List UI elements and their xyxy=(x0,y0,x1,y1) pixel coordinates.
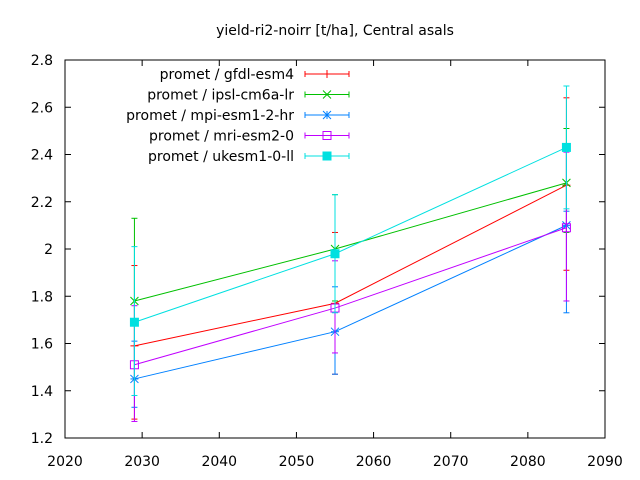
x-tick-label: 2050 xyxy=(279,454,315,470)
legend-entry: promet / ukesm1-0-ll xyxy=(148,149,350,165)
legend-label: promet / ipsl-cm6a-lr xyxy=(147,88,294,104)
y-tick-label: 1.6 xyxy=(31,337,53,353)
x-tick-label: 2030 xyxy=(124,454,160,470)
legend-marker xyxy=(322,151,332,161)
y-tick-label: 1.8 xyxy=(31,289,53,305)
y-tick-label: 2.6 xyxy=(31,100,53,116)
series-3 xyxy=(129,151,571,422)
series-0 xyxy=(130,97,571,420)
y-tick-label: 2 xyxy=(44,242,53,258)
legend-label: promet / mri-esm2-0 xyxy=(149,129,294,145)
legend-label: promet / gfdl-esm4 xyxy=(160,67,294,83)
legend-marker xyxy=(322,110,332,120)
legend-entry: promet / mri-esm2-0 xyxy=(149,129,350,145)
data-point xyxy=(330,249,340,259)
legend-label: promet / ukesm1-0-ll xyxy=(148,149,294,165)
series-2 xyxy=(130,210,571,408)
legend-label: promet / mpi-esm1-2-hr xyxy=(126,108,294,124)
y-tick-label: 2.2 xyxy=(31,195,53,211)
series-line xyxy=(134,227,567,366)
data-point xyxy=(129,317,139,327)
series-line xyxy=(134,182,567,302)
x-tick-label: 2070 xyxy=(433,454,469,470)
legend-marker xyxy=(323,70,331,78)
series-line xyxy=(134,224,567,380)
legend-entry: promet / ipsl-cm6a-lr xyxy=(147,88,350,104)
x-tick-label: 2020 xyxy=(47,454,83,470)
data-point xyxy=(561,223,571,233)
x-tick-label: 2090 xyxy=(587,454,623,470)
legend-marker xyxy=(322,90,332,99)
x-tick-label: 2040 xyxy=(201,454,237,470)
y-tick-label: 2.4 xyxy=(31,148,53,164)
legend-marker xyxy=(322,131,332,140)
y-tick-label: 1.2 xyxy=(31,431,53,447)
chart-title: yield-ri2-noirr [t/ha], Central asals xyxy=(216,23,454,39)
y-tick-label: 2.8 xyxy=(31,53,53,69)
legend-entry: promet / gfdl-esm4 xyxy=(160,67,350,83)
series-line xyxy=(134,184,567,347)
x-tick-label: 2080 xyxy=(510,454,546,470)
series-4 xyxy=(129,85,571,396)
y-tick-label: 1.4 xyxy=(31,384,53,400)
legend-entry: promet / mpi-esm1-2-hr xyxy=(126,108,350,124)
x-tick-label: 2060 xyxy=(356,454,392,470)
data-point xyxy=(561,142,571,152)
